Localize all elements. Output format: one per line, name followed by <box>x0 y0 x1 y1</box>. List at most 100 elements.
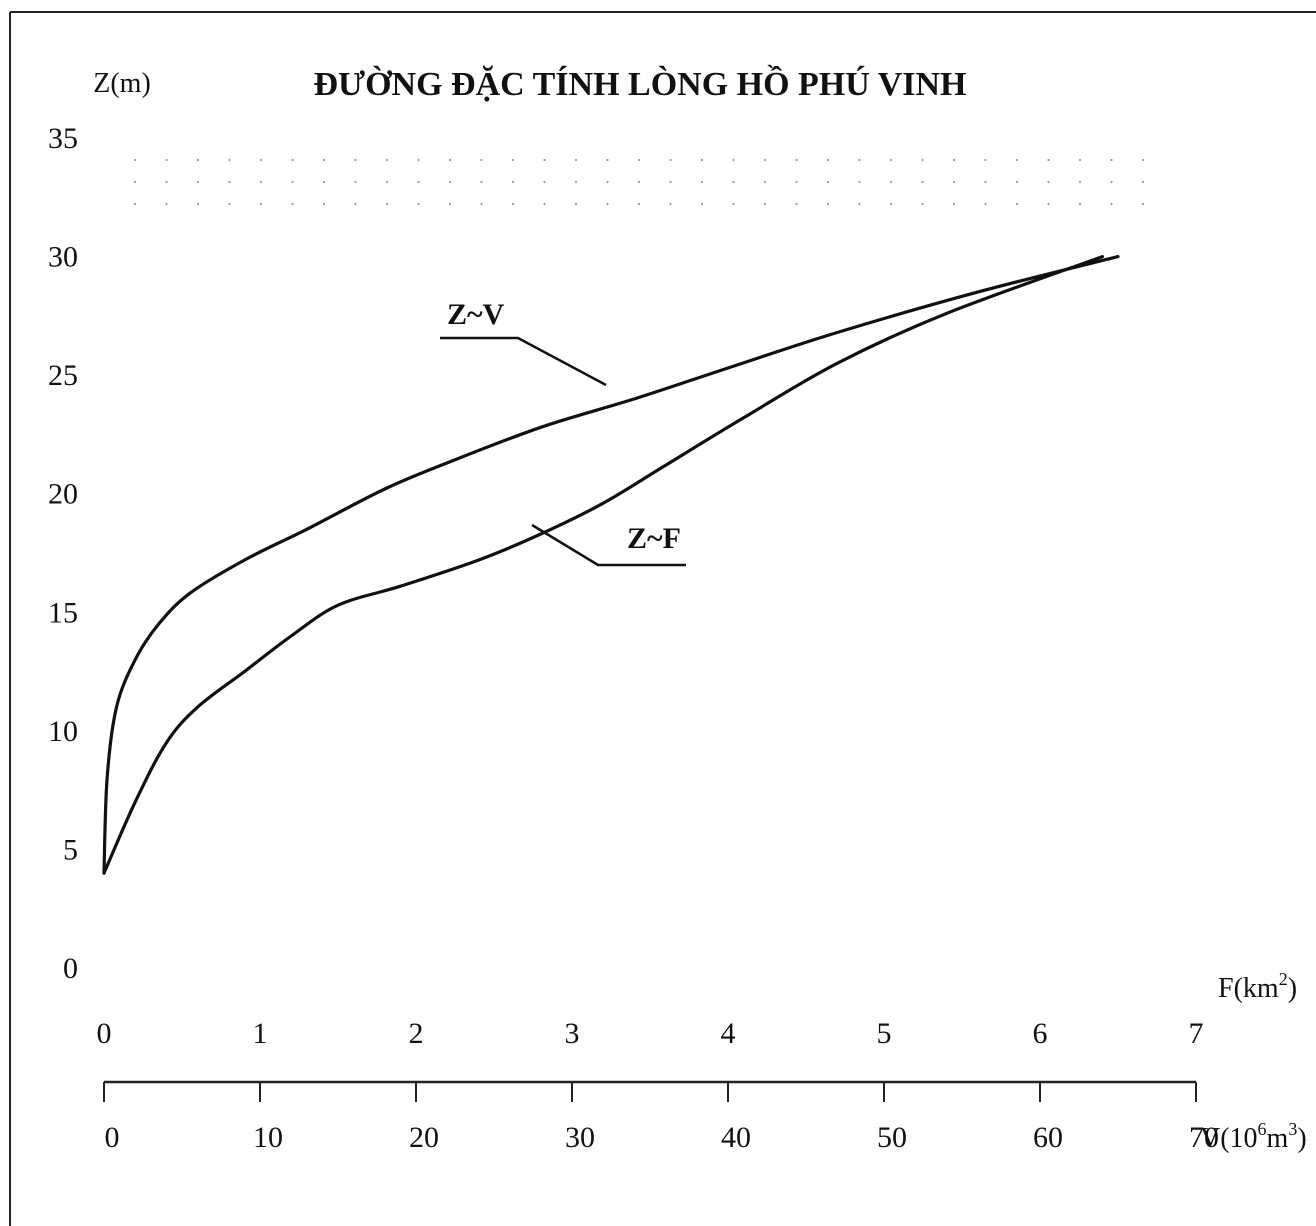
grid-dot <box>417 158 420 162</box>
grid-dot <box>1110 180 1113 184</box>
f-tick-label: 7 <box>1189 1017 1204 1050</box>
grid-dot <box>858 158 861 162</box>
grid-dot <box>1141 202 1145 206</box>
grid-dot <box>606 202 609 206</box>
background-dot-grid <box>133 158 1145 206</box>
grid-dot <box>921 158 924 162</box>
grid-dot <box>637 202 641 206</box>
grid-dot <box>732 158 735 162</box>
grid-dot <box>228 158 231 162</box>
v-tick-label: 50 <box>877 1121 907 1154</box>
grid-dot <box>165 158 168 162</box>
v-axis-label: V(106m3) <box>1200 1119 1307 1154</box>
series-line-1 <box>102 255 1104 875</box>
grid-dot <box>795 180 798 184</box>
grid-dot <box>889 158 893 162</box>
grid-dot <box>763 158 767 162</box>
grid-dot <box>448 202 452 206</box>
grid-dot <box>543 158 546 162</box>
grid-dot <box>133 202 137 206</box>
grid-dot <box>259 202 263 206</box>
grid-dot <box>322 180 326 184</box>
grid-dot <box>984 180 987 184</box>
grid-dot <box>196 180 200 184</box>
grid-dot <box>637 158 641 162</box>
leader-line-1 <box>531 523 686 567</box>
v-tick-label: 70 <box>1189 1121 1219 1154</box>
grid-dot <box>385 202 389 206</box>
grid-dot <box>921 180 924 184</box>
v-tick-label: 20 <box>409 1121 439 1154</box>
grid-dot <box>795 158 798 162</box>
grid-dot <box>669 202 672 206</box>
grid-dot <box>1141 158 1145 162</box>
grid-dot <box>322 202 326 206</box>
series-label-0: Z~V <box>447 298 505 331</box>
grid-dot <box>1015 202 1019 206</box>
grid-dot <box>1047 202 1050 206</box>
chart-title: ĐƯỜNG ĐẶC TÍNH LÒNG HỒ PHÚ VINH <box>314 64 967 103</box>
grid-dot <box>952 158 956 162</box>
grid-dot <box>480 202 483 206</box>
grid-dot <box>574 158 578 162</box>
grid-dot <box>1078 202 1082 206</box>
grid-dot <box>826 180 830 184</box>
grid-dot <box>858 180 861 184</box>
grid-dot <box>952 180 956 184</box>
grid-dot <box>511 158 515 162</box>
label-leaders: Z~V Z~F <box>440 298 686 567</box>
grid-dot <box>984 158 987 162</box>
y-tick-label: 0 <box>63 952 78 985</box>
grid-dot <box>448 158 452 162</box>
grid-dot <box>480 158 483 162</box>
v-tick-label: 40 <box>721 1121 751 1154</box>
y-tick-label: 5 <box>63 833 78 866</box>
leader-line-0 <box>440 336 607 387</box>
grid-dot <box>165 202 168 206</box>
grid-dot <box>228 180 231 184</box>
grid-dot <box>417 180 420 184</box>
f-axis-label: F(km2) <box>1218 969 1297 1004</box>
series-line-0 <box>102 255 1120 875</box>
grid-dot <box>259 158 263 162</box>
grid-dot <box>1078 180 1082 184</box>
grid-dot <box>1110 202 1113 206</box>
grid-dot <box>889 202 893 206</box>
grid-dot <box>1141 180 1145 184</box>
grid-dot <box>858 202 861 206</box>
series-label-1: Z~F <box>627 522 681 555</box>
grid-dot <box>574 202 578 206</box>
grid-dot <box>354 180 357 184</box>
grid-dot <box>228 202 231 206</box>
grid-dot <box>448 180 452 184</box>
grid-dot <box>763 180 767 184</box>
grid-dot <box>700 158 704 162</box>
v-axis: 0 10 20 30 40 50 60 70 <box>103 1080 1219 1154</box>
f-tick-label: 0 <box>97 1017 112 1050</box>
grid-dot <box>543 180 546 184</box>
v-tick-label: 10 <box>253 1121 283 1154</box>
grid-dot <box>511 202 515 206</box>
grid-dot <box>543 202 546 206</box>
grid-dot <box>385 158 389 162</box>
grid-dot <box>889 180 893 184</box>
f-tick-label: 5 <box>877 1017 892 1050</box>
grid-dot <box>1078 158 1082 162</box>
grid-dot <box>1047 158 1050 162</box>
grid-dot <box>291 180 294 184</box>
grid-dot <box>1047 180 1050 184</box>
y-tick-label: 15 <box>48 596 78 629</box>
grid-dot <box>606 158 609 162</box>
grid-dot <box>480 180 483 184</box>
y-tick-label: 35 <box>48 122 78 155</box>
grid-dot <box>795 202 798 206</box>
f-tick-label: 1 <box>253 1017 268 1050</box>
grid-dot <box>417 202 420 206</box>
grid-dot <box>574 180 578 184</box>
grid-dot <box>511 180 515 184</box>
grid-dot <box>637 180 641 184</box>
f-tick-label: 6 <box>1033 1017 1048 1050</box>
grid-dot <box>826 158 830 162</box>
y-tick-label: 25 <box>48 359 78 392</box>
grid-dot <box>165 180 168 184</box>
